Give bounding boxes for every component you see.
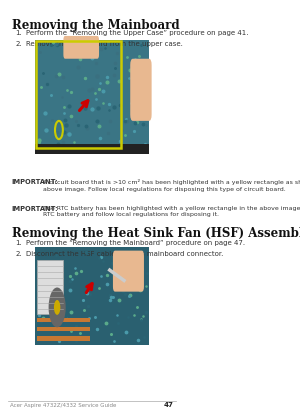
Text: Removing the Heat Sink Fan (HSF) Assembly: Removing the Heat Sink Fan (HSF) Assembl… bbox=[12, 227, 300, 240]
Text: Perform the “Removing the Upper Case” procedure on page 41.: Perform the “Removing the Upper Case” pr… bbox=[26, 30, 248, 36]
Text: Perform the “Removing the Mainboard” procedure on page 47.: Perform the “Removing the Mainboard” pro… bbox=[26, 240, 245, 246]
Text: 47: 47 bbox=[164, 402, 174, 408]
Circle shape bbox=[49, 288, 66, 327]
Text: A circuit board that is >10 cm² has been highlighted with a yellow rectangle as : A circuit board that is >10 cm² has been… bbox=[43, 179, 300, 192]
Circle shape bbox=[54, 300, 60, 315]
Bar bbox=[37, 336, 90, 341]
Text: Disconnect the HSF cable from its mainboard connector.: Disconnect the HSF cable from its mainbo… bbox=[26, 252, 223, 257]
Bar bbox=[35, 144, 149, 154]
Text: IMPORTANT:: IMPORTANT: bbox=[12, 206, 58, 212]
Bar bbox=[36, 41, 121, 148]
Text: The RTC battery has been highlighted with a yellow rectangle in the above image.: The RTC battery has been highlighted wit… bbox=[43, 206, 300, 218]
Text: Removing the Mainboard: Removing the Mainboard bbox=[12, 18, 179, 32]
Bar bbox=[37, 318, 90, 322]
Bar bbox=[35, 40, 149, 154]
FancyBboxPatch shape bbox=[63, 36, 99, 59]
Text: Acer Aspire 4732Z/4332 Service Guide: Acer Aspire 4732Z/4332 Service Guide bbox=[10, 403, 116, 408]
Bar bbox=[35, 247, 149, 345]
FancyBboxPatch shape bbox=[113, 251, 144, 291]
Text: 2.: 2. bbox=[15, 252, 22, 257]
Bar bbox=[37, 260, 63, 314]
Text: 1.: 1. bbox=[15, 240, 22, 246]
Bar bbox=[37, 327, 90, 331]
Text: 2.: 2. bbox=[15, 41, 22, 47]
FancyBboxPatch shape bbox=[130, 59, 152, 121]
Text: 1.: 1. bbox=[15, 30, 22, 36]
Text: IMPORTANT:: IMPORTANT: bbox=[12, 179, 58, 185]
Text: Remove the mainboard from the upper case.: Remove the mainboard from the upper case… bbox=[26, 41, 183, 47]
